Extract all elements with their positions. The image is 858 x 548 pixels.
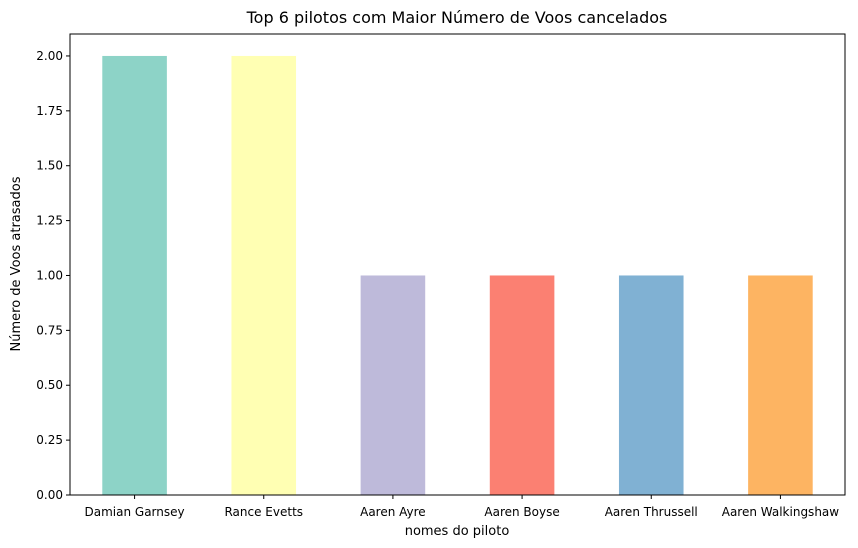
y-axis-ticks: 0.00 0.25 0.50 0.75 1.00 1.25 1.50 1.75 2.00 [36, 49, 70, 502]
x-axis-label: nomes do piloto [405, 524, 510, 539]
bar [360, 275, 426, 495]
y-tick-label: 1.00 [36, 268, 63, 282]
y-tick-label: 0.00 [36, 488, 63, 502]
y-tick-label: 1.50 [36, 159, 63, 173]
y-tick-label: 0.75 [36, 323, 63, 337]
plot-frame [69, 33, 846, 496]
x-tick-label: Aaren Ayre [360, 505, 426, 519]
bar [748, 275, 813, 495]
x-axis-ticks: Damian Garnsey Rance Evetts Aaren Ayre Aare… [85, 495, 840, 519]
x-tick-label: Aaren Thrussell [605, 505, 698, 519]
y-tick-label: 0.50 [36, 378, 63, 392]
y-tick-label: 0.25 [36, 433, 63, 447]
bar [231, 55, 297, 495]
x-tick-label: Damian Garnsey [85, 505, 185, 519]
chart-title: Top 6 pilotos com Maior Número de Voos c… [246, 8, 668, 27]
y-tick-label: 2.00 [36, 49, 63, 63]
y-tick-label: 1.75 [36, 104, 63, 118]
x-tick-label: Rance Evetts [224, 505, 303, 519]
bar [102, 55, 167, 495]
bar [489, 275, 555, 495]
bars-group [102, 55, 813, 495]
x-tick-label: Aaren Walkingshaw [722, 505, 840, 519]
x-tick-label: Aaren Boyse [484, 505, 559, 519]
bar [618, 275, 684, 495]
y-axis-label: Número de Voos atrasados [9, 176, 24, 351]
y-tick-label: 1.25 [36, 214, 63, 228]
